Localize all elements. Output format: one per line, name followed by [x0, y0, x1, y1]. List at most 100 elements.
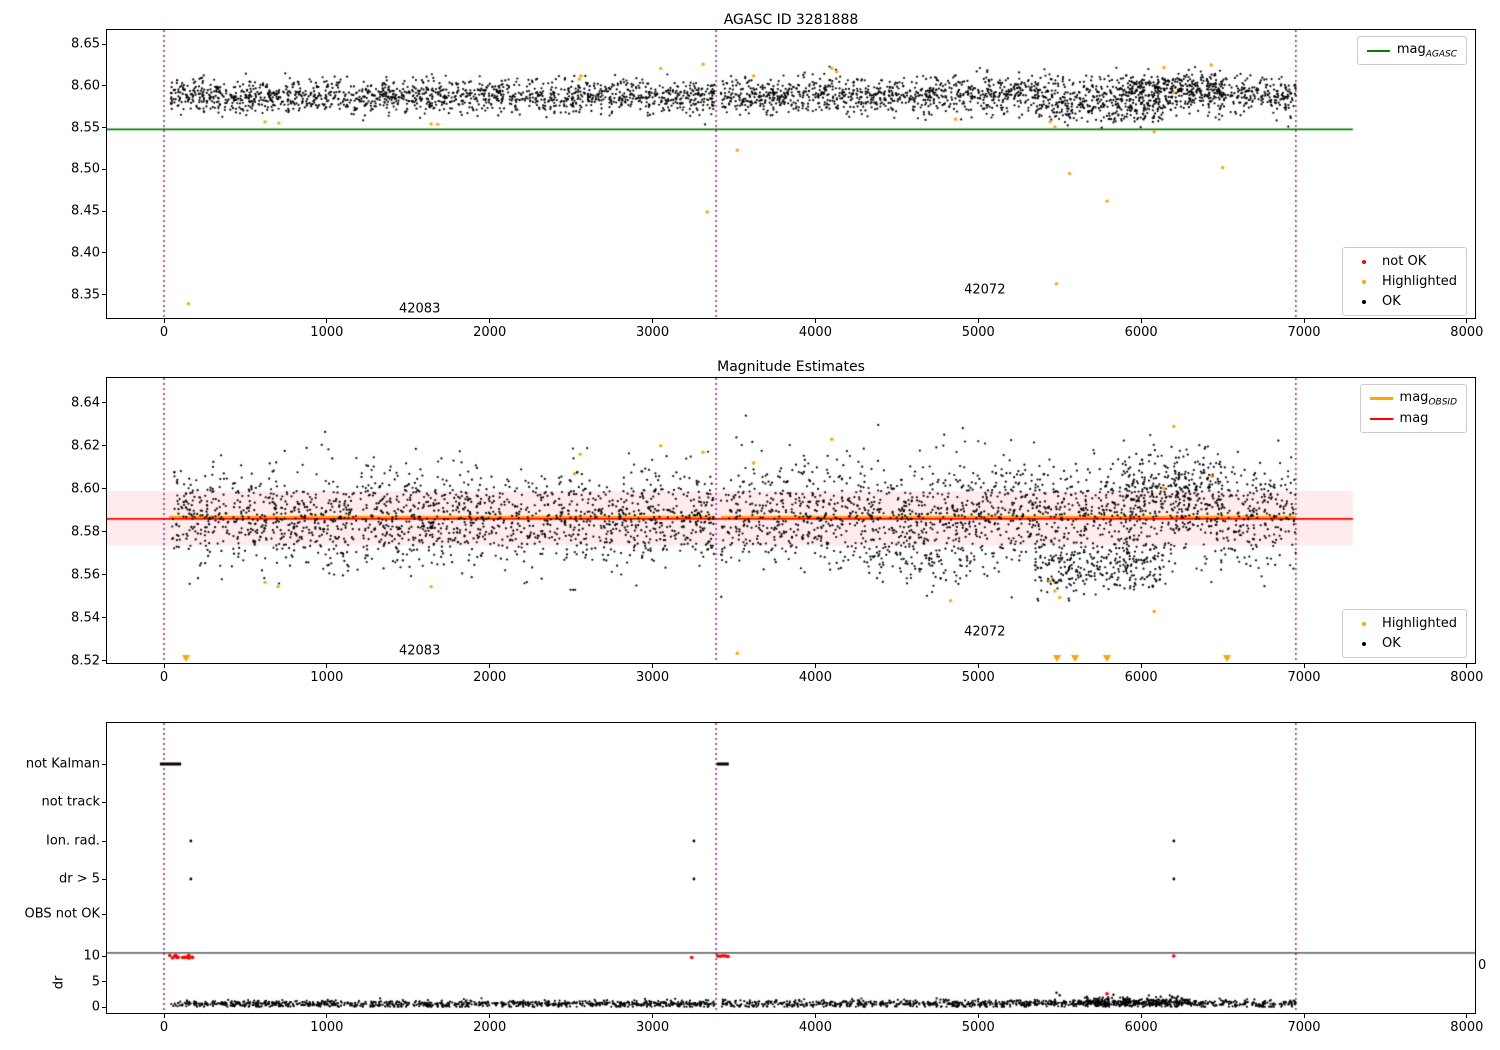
y-tick-mark: [102, 210, 106, 212]
y-tick-mark: [102, 660, 106, 662]
legend-entry: not OK: [1352, 253, 1457, 270]
x-tick-mark: [652, 664, 654, 668]
x-tick-label: 1000: [310, 1020, 344, 1035]
plot2-canvas: [107, 378, 1475, 663]
y-tick-label: 8.62: [71, 438, 100, 454]
legend-entry: OK: [1352, 293, 1457, 310]
y-tick-mark: [102, 1006, 106, 1008]
x-tick-label: 4000: [798, 670, 832, 685]
legend-label: not OK: [1382, 254, 1427, 269]
y-tick-mark: [102, 294, 106, 296]
x-tick-label: 5000: [961, 325, 995, 340]
legend-entry: Highlighted: [1352, 273, 1457, 290]
y-tick-mark: [102, 574, 106, 576]
legend-dot-key: [1352, 279, 1375, 284]
legend-label: Highlighted: [1382, 274, 1457, 289]
y-tick-mark: [102, 617, 106, 619]
y-tick-label: not Kalman: [25, 756, 100, 772]
y-tick-label: dr > 5: [58, 871, 100, 887]
y-tick-mark: [102, 168, 106, 170]
legend-entry: OK: [1352, 635, 1457, 652]
legend: Highlighted OK: [1342, 609, 1467, 658]
dr-axis-label: dr: [51, 975, 67, 990]
x-tick-mark: [1466, 664, 1468, 668]
y-tick-mark: [102, 801, 106, 803]
x-tick-label: 0: [159, 1020, 169, 1035]
y-tick-mark: [102, 252, 106, 254]
y-tick-label: 8.56: [71, 567, 100, 583]
x-tick-mark: [163, 664, 165, 668]
x-tick-label: 4000: [798, 1020, 832, 1035]
x-tick-label: 7000: [1287, 670, 1321, 685]
x-tick-label: 5000: [961, 670, 995, 685]
x-tick-mark: [489, 664, 491, 668]
obsid-annotation: 42072: [964, 624, 1006, 640]
y-tick-mark: [102, 981, 106, 982]
x-tick-label: 7000: [1287, 325, 1321, 340]
plot1-canvas: [107, 30, 1475, 318]
y-tick-label: 0: [91, 999, 100, 1015]
y-tick-mark: [102, 840, 106, 842]
plot3-canvas: [107, 723, 1475, 1013]
x-tick-mark: [1303, 1014, 1305, 1018]
obsid-annotation: 42083: [398, 643, 441, 659]
legend-dot-key: [1352, 621, 1375, 626]
x-tick-label: 6000: [1124, 670, 1158, 685]
plot3-axes: [106, 722, 1476, 1014]
x-tick-label: 3000: [636, 1020, 670, 1035]
y-tick-label: 8.52: [71, 653, 100, 669]
legend-entry: mag: [1369, 410, 1457, 427]
x-tick-label: 3000: [636, 670, 670, 685]
x-tick-mark: [1140, 664, 1142, 668]
x-tick-mark: [163, 1014, 165, 1018]
legend-line-key: [1366, 49, 1390, 52]
legend: magOBSID mag: [1359, 384, 1467, 433]
x-tick-label: 3000: [636, 325, 670, 340]
y-tick-label: 8.58: [71, 524, 100, 540]
x-tick-label: 6000: [1124, 325, 1158, 340]
y-tick-mark: [102, 763, 106, 765]
x-tick-mark: [652, 319, 654, 323]
y-tick-label: 8.35: [71, 287, 100, 303]
x-tick-mark: [1140, 1014, 1142, 1018]
legend-entry: magOBSID: [1369, 389, 1457, 408]
legend-label: Highlighted: [1382, 616, 1457, 631]
legend-dot-key: [1352, 641, 1375, 646]
x-tick-mark: [326, 1014, 328, 1018]
x-tick-label: 6000: [1124, 1020, 1158, 1035]
x-tick-mark: [814, 319, 816, 323]
y-tick-mark: [102, 878, 106, 880]
legend-entry: Highlighted: [1352, 615, 1457, 632]
obsid-annotation: 42083: [398, 301, 441, 317]
y-tick-mark: [102, 43, 106, 45]
legend-label: magOBSID: [1399, 389, 1457, 408]
y-tick-label: 8.40: [71, 245, 100, 261]
y-tick-mark: [102, 531, 106, 533]
x-tick-label: 2000: [473, 670, 507, 685]
x-tick-label: 8000: [1450, 670, 1484, 685]
y-tick-label: 8.60: [71, 481, 100, 497]
x-tick-label: 7000: [1287, 1020, 1321, 1035]
x-tick-mark: [1140, 319, 1142, 323]
y-tick-label: 8.64: [71, 395, 100, 411]
y-tick-label: 5: [91, 974, 100, 989]
legend-label: magAGASC: [1396, 41, 1457, 60]
x-tick-mark: [652, 1014, 654, 1018]
x-tick-label: 0: [159, 325, 169, 340]
x-tick-label: 2000: [473, 325, 507, 340]
legend-line-key: [1369, 417, 1393, 420]
legend-label: mag: [1399, 411, 1429, 426]
x-tick-mark: [1466, 319, 1468, 323]
plot1-title: AGASC ID 3281888: [723, 12, 859, 28]
legend-entry: magAGASC: [1366, 41, 1457, 60]
plot2-title: Magnitude Estimates: [717, 359, 865, 375]
x-tick-mark: [1303, 319, 1305, 323]
x-tick-mark: [814, 1014, 816, 1018]
y-tick-label: 8.45: [71, 203, 100, 219]
y-tick-mark: [102, 445, 106, 447]
x-tick-mark: [1466, 1014, 1468, 1018]
legend: magAGASC: [1356, 36, 1467, 65]
y-tick-mark: [102, 402, 106, 404]
x-tick-mark: [1303, 664, 1305, 668]
